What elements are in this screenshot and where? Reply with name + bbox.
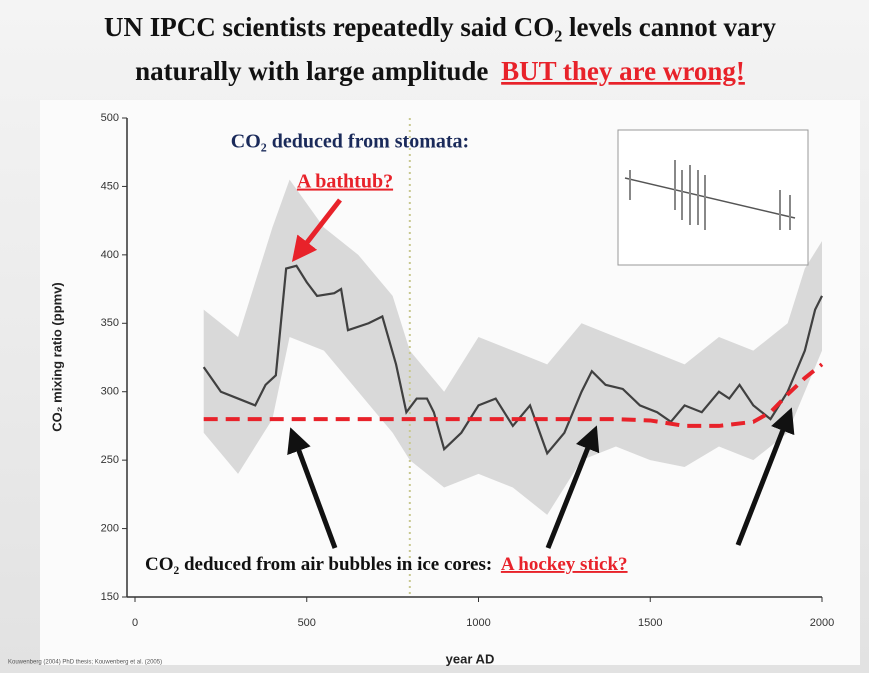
inset-points — [629, 160, 791, 230]
inset — [617, 129, 809, 266]
x-tick-label: 1000 — [466, 617, 490, 629]
x-tick-label: 1500 — [638, 617, 662, 629]
y-axis-label: CO₂ mixing ratio (ppmv) — [49, 282, 64, 432]
source: Kouwenberg (2004) PhD thesis; Kouwenberg… — [8, 660, 162, 666]
annotation-bathtub: A bathtub? — [297, 171, 393, 193]
title-part: naturally with large amplitude — [135, 56, 488, 86]
x-tick-label: 0 — [132, 617, 138, 629]
series-line — [202, 264, 823, 456]
arrow — [287, 427, 338, 549]
y-tick-label: 500 — [101, 112, 119, 124]
x-tick-label: 2000 — [810, 617, 834, 629]
x-axis-label: year AD — [446, 651, 495, 666]
uncertainty-band — [203, 179, 822, 515]
y-tick-label: 200 — [101, 522, 119, 534]
title-line-1: UN IPCC scientists repeatedly said CO₂ l… — [104, 12, 777, 42]
arrow — [735, 407, 795, 546]
plot: 150 200 250 300 350 400 450 500 0 500 1000 1500 2000 — [101, 112, 835, 629]
y-tick-label: 450 — [101, 180, 119, 192]
x-tick-label: 500 — [298, 617, 316, 629]
y-tick-label: 350 — [101, 317, 119, 329]
annotation-hockey: A hockey stick? — [501, 554, 628, 575]
arrow — [545, 425, 600, 549]
annotation-ice-text: CO₂ deduced from air bubbles in ice core… — [145, 554, 492, 575]
title-line-2: naturally with large amplitude BUT they … — [135, 56, 745, 86]
y-tick-label: 150 — [101, 591, 119, 603]
annotation-ice: CO₂ deduced from air bubbles in ice core… — [145, 554, 628, 575]
y-tick-label: 400 — [101, 249, 119, 261]
annotation-stomata: CO₂ deduced from stomata: — [231, 131, 469, 153]
y-tick-label: 250 — [101, 454, 119, 466]
inset-frame — [617, 129, 809, 266]
inset-line — [624, 177, 796, 219]
title-highlight: BUT they are wrong! — [501, 56, 745, 86]
y-tick-label: 300 — [101, 386, 119, 398]
arrow — [291, 198, 342, 262]
series-line — [203, 362, 824, 428]
